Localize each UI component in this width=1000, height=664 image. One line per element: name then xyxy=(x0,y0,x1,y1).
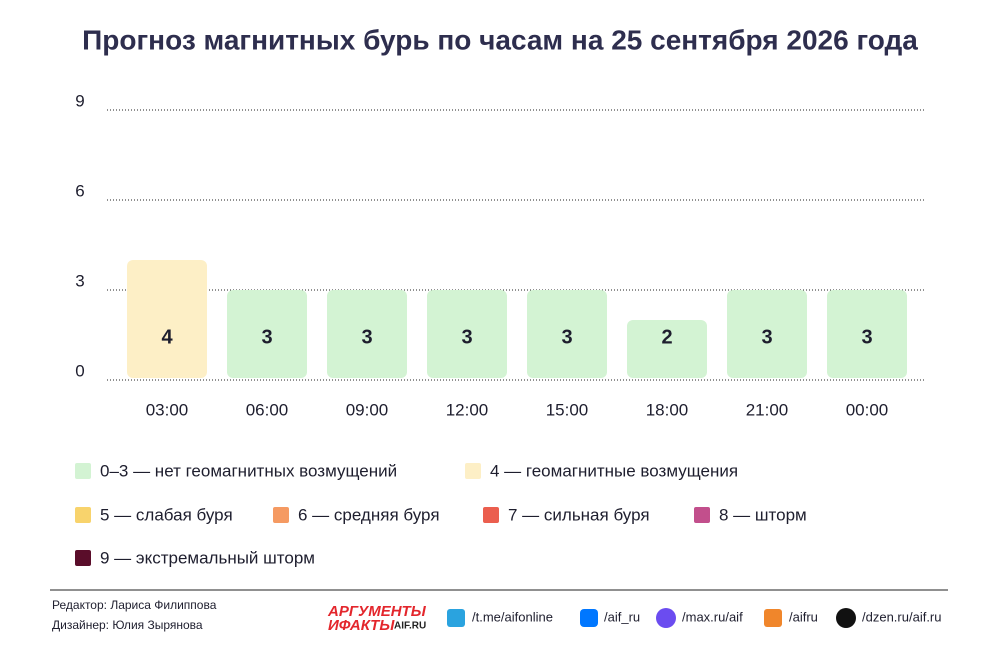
legend-label: 4 — геомагнитные возмущения xyxy=(490,461,738,480)
designer: Дизайнер: Юлия Зырянова xyxy=(52,618,203,632)
y-tick-label: 6 xyxy=(75,181,84,200)
legend-label: 8 — шторм xyxy=(719,505,807,524)
x-tick-label: 00:00 xyxy=(846,400,889,419)
x-tick-label: 18:00 xyxy=(646,400,689,419)
value-label: 3 xyxy=(361,326,372,348)
social-link[interactable]: /aifru xyxy=(789,609,818,624)
legend-swatch xyxy=(273,507,289,523)
y-tick-label: 9 xyxy=(75,91,84,110)
x-tick-label: 06:00 xyxy=(246,400,289,419)
legend-label: 5 — слабая буря xyxy=(100,505,233,524)
value-label: 2 xyxy=(661,326,672,348)
legend-label: 0–3 — нет геомагнитных возмущений xyxy=(100,461,397,480)
bar xyxy=(327,290,407,378)
legend-swatch xyxy=(694,507,710,523)
x-tick-label: 12:00 xyxy=(446,400,489,419)
logo-line: АРГУМЕНТЫ xyxy=(327,603,427,620)
logo-site: AIF.RU xyxy=(394,621,426,632)
legend-swatch xyxy=(75,463,91,479)
bar xyxy=(627,320,707,378)
x-tick-label: 09:00 xyxy=(346,400,389,419)
bar xyxy=(227,290,307,378)
social-link[interactable]: /aif_ru xyxy=(604,609,640,624)
legend-swatch xyxy=(465,463,481,479)
value-label: 3 xyxy=(261,326,272,348)
x-tick-label: 15:00 xyxy=(546,400,589,419)
dzen-icon xyxy=(836,608,856,628)
chart-title: Прогноз магнитных бурь по часам на 25 се… xyxy=(82,24,918,55)
bar xyxy=(527,290,607,378)
telegram-icon xyxy=(447,609,465,627)
legend-swatch xyxy=(75,550,91,566)
legend-label: 6 — средняя буря xyxy=(298,505,440,524)
ok-icon xyxy=(764,609,782,627)
value-label: 3 xyxy=(461,326,472,348)
y-tick-label: 3 xyxy=(75,271,84,290)
value-label: 4 xyxy=(161,326,173,348)
value-label: 3 xyxy=(861,326,872,348)
legend-label: 7 — сильная буря xyxy=(508,505,650,524)
social-link[interactable]: /dzen.ru/aif.ru xyxy=(862,609,942,624)
vk-icon xyxy=(580,609,598,627)
value-label: 3 xyxy=(561,326,572,348)
legend-swatch xyxy=(483,507,499,523)
value-label: 3 xyxy=(761,326,772,348)
max-icon xyxy=(656,608,676,628)
social-link[interactable]: /max.ru/aif xyxy=(682,609,743,624)
y-tick-label: 0 xyxy=(75,361,84,380)
x-tick-label: 21:00 xyxy=(746,400,789,419)
bar xyxy=(727,290,807,378)
logo-line: ИФАКТЫ xyxy=(328,617,395,634)
social-link[interactable]: /t.me/aifonline xyxy=(472,609,553,624)
bar xyxy=(827,290,907,378)
legend-label: 9 — экстремальный шторм xyxy=(100,548,315,567)
x-tick-label: 03:00 xyxy=(146,400,189,419)
legend-swatch xyxy=(75,507,91,523)
editor: Редактор: Лариса Филиппова xyxy=(52,598,217,612)
bar xyxy=(127,260,207,378)
bar xyxy=(427,290,507,378)
